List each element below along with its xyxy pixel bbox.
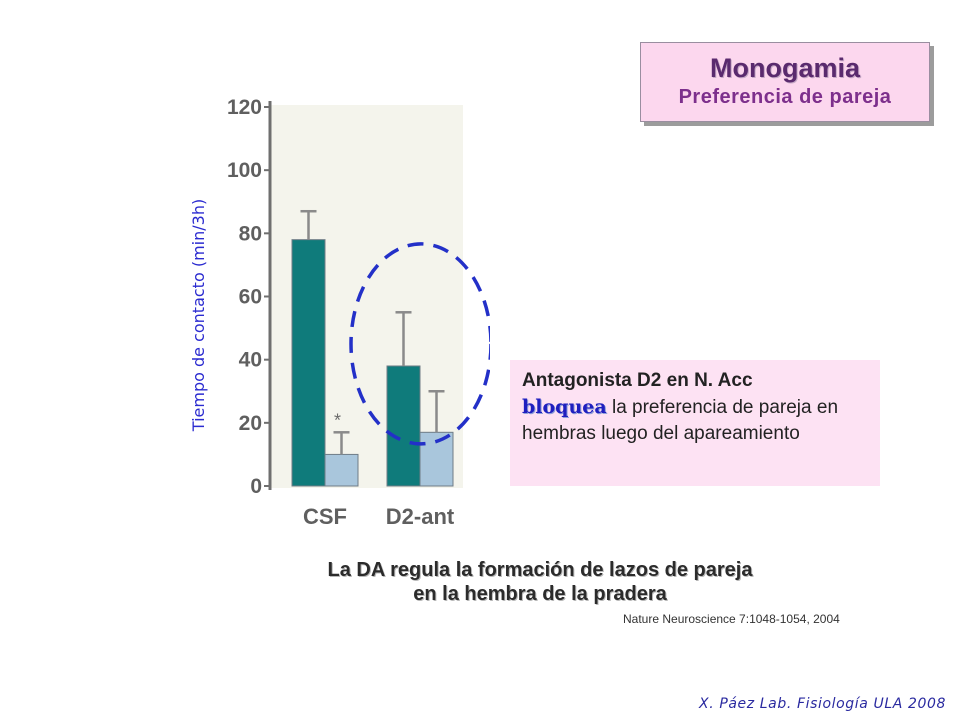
bar	[291, 239, 326, 487]
bar	[386, 365, 421, 487]
note-box: Antagonista D2 en N. Acc bloquea la pref…	[510, 360, 880, 486]
highlight-ellipse	[349, 242, 490, 446]
category-label: CSF	[303, 504, 347, 529]
y-tick-label: 0	[250, 475, 262, 498]
caption: La DA regula la formación de lazos de pa…	[200, 558, 880, 606]
significance-mark: *	[334, 410, 341, 430]
credit: X. Páez Lab. Fisiología ULA 2008	[699, 696, 946, 712]
bar-chart: 0 20 40 60 80 100 120 Tiempo de contacto (min/3…	[189, 96, 490, 529]
title-box: Monogamia Preferencia de pareja	[640, 42, 930, 122]
caption-line2: en la hembra de la pradera	[413, 583, 667, 605]
slide-subtitle: Preferencia de pareja	[678, 86, 892, 108]
note-line1: Antagonista D2 en N. Acc	[522, 370, 753, 391]
category-label: D2-ant	[386, 504, 455, 529]
y-tick-label: 80	[239, 222, 262, 245]
reference: Nature Neuroscience 7:1048-1054, 2004	[623, 612, 840, 626]
y-axis-title: Tiempo de contacto (min/3h)	[189, 199, 208, 432]
note-bold-word: bloquea	[522, 396, 607, 418]
bar	[324, 453, 359, 487]
slide-title: Monogamia	[709, 53, 860, 83]
y-tick-label: 100	[227, 159, 262, 182]
y-tick-label: 120	[227, 96, 262, 119]
chart-layer: 0 20 40 60 80 100 120 Tiempo de contacto (min/3…	[189, 96, 490, 529]
y-tick-label: 20	[239, 412, 262, 435]
y-tick-label: 40	[239, 349, 262, 372]
note-rest: la preferencia de pareja en hembras lueg…	[522, 397, 839, 444]
caption-line1: La DA regula la formación de lazos de pa…	[327, 559, 753, 581]
y-tick-label: 60	[239, 286, 262, 309]
